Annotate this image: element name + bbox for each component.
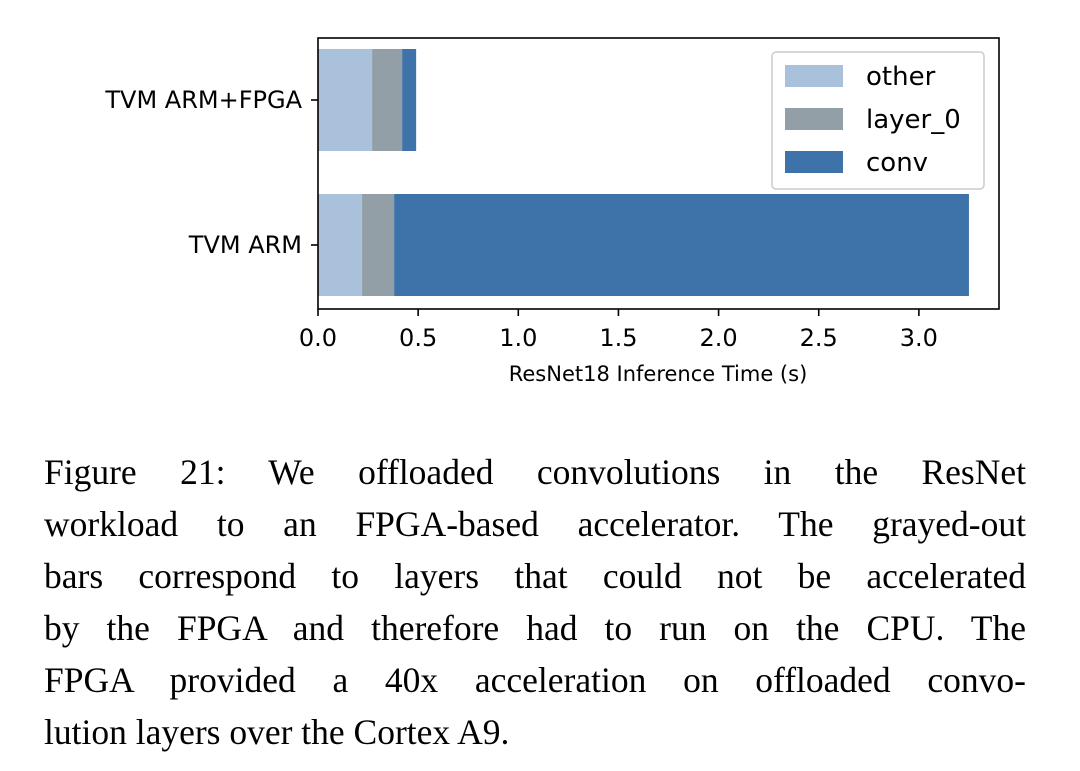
x-tick-label: 0.0	[299, 324, 337, 352]
bar-conv-1	[394, 194, 969, 296]
x-tick-label: 1.5	[599, 324, 637, 352]
bar-other-0	[318, 49, 373, 151]
legend-label-layer_0: layer_0	[866, 105, 961, 135]
bar-conv-0	[402, 49, 417, 151]
bar-other-1	[318, 194, 363, 296]
legend-label-conv: conv	[866, 148, 928, 178]
y-axis: TVM ARM+FPGA TVM ARM	[104, 86, 318, 259]
caption-line: FPGA provided a 40x acceleration on offl…	[44, 660, 1026, 700]
y-tick-label: TVM ARM+FPGA	[104, 86, 302, 114]
caption-line: workload to an FPGA-based accelerator. T…	[44, 504, 1026, 544]
x-axis-label: ResNet18 Inference Time (s)	[509, 362, 808, 386]
plot-frame	[317, 37, 1000, 310]
stacked-bar-chart: TVM ARM+FPGA TVM ARM 0.0 0.5 1.0 1.5 2.0 2.5 3.…	[104, 37, 1000, 386]
x-tick-label: 2.0	[700, 324, 738, 352]
x-tick-label: 1.0	[499, 324, 537, 352]
legend-swatch-conv	[785, 151, 843, 173]
bar-layer_0-1	[362, 194, 395, 296]
bars-group	[318, 49, 969, 296]
legend-swatch-other	[785, 65, 843, 87]
figure-caption: Figure 21: We offloaded convolutions in …	[44, 446, 1026, 758]
caption-line: by the FPGA and therefore had to run on …	[44, 608, 1026, 648]
x-tick-label: 0.5	[399, 324, 437, 352]
caption-line: lution layers over the Cortex A9.	[44, 712, 510, 752]
legend-label-other: other	[866, 62, 936, 92]
caption-line: bars correspond to layers that could not…	[44, 556, 1026, 596]
y-tick-label: TVM ARM	[188, 231, 302, 259]
x-axis: 0.0 0.5 1.0 1.5 2.0 2.5 3.0	[299, 309, 938, 352]
caption-line: Figure 21: We offloaded convolutions in …	[44, 452, 1026, 492]
bar-layer_0-0	[372, 49, 403, 151]
x-tick-label: 3.0	[900, 324, 938, 352]
legend-swatch-layer_0	[785, 108, 843, 130]
x-tick-label: 2.5	[800, 324, 838, 352]
